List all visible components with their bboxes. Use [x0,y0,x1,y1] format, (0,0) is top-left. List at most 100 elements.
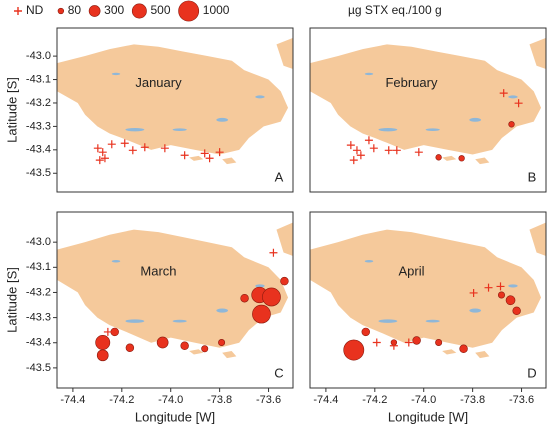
panel-frame [56,211,294,389]
legend-size-marker [88,5,101,17]
toxin-bubble [218,338,226,346]
nd-marker [93,144,102,153]
nd-marker [95,156,104,165]
nd-marker [200,149,209,158]
panel-letter: B [528,169,537,184]
y-axis-title: Latitude [S] [4,267,19,333]
y-tick-label: -43.0 [26,50,51,62]
y-tick-label: -43.3 [26,312,51,324]
map-panel [310,28,546,192]
nd-marker [100,154,109,163]
x-tick-label: -74.0 [158,394,183,406]
toxin-bubble [412,336,421,345]
y-tick-label: -43.0 [26,236,51,248]
x-tick-label: -74.2 [109,394,134,406]
nd-marker [384,146,393,155]
x-tick-label: -73.6 [256,394,281,406]
legend-label: 500 [151,3,171,17]
nd-marker [120,139,129,148]
toxin-bubble [361,327,370,337]
y-tick-label: -43.4 [26,144,51,156]
toxin-bubble [201,345,209,353]
nd-marker [389,341,398,350]
legend-label: 80 [68,3,82,17]
nd-marker [346,141,355,150]
x-tick-label: -73.6 [509,394,534,406]
panel-month: January [135,75,182,90]
toxin-bubble [180,341,189,350]
toxin-bubble [459,344,468,353]
nd-marker [160,144,169,153]
legend-size-marker [57,7,65,15]
map-panel [310,212,546,388]
x-axis-title: Longitude [W] [388,409,468,424]
nd-marker [352,146,361,155]
toxin-bubble [497,291,505,299]
toxin-bubble [435,154,442,161]
nd-marker [205,154,214,163]
toxin-bubble [508,121,515,128]
panel-month: March [140,263,176,278]
x-tick-label: -74.4 [60,394,85,406]
toxin-bubble [96,349,109,362]
legend-size-marker [131,3,147,19]
panel-frame [56,27,294,193]
y-tick-label: -43.4 [26,337,51,349]
map-panel [57,212,293,388]
toxin-bubble [435,338,443,346]
toxin-bubble [512,306,521,316]
toxin-bubble [505,295,516,306]
nd-marker [215,148,224,157]
map-panel [57,28,293,192]
toxin-bubble [252,304,271,324]
legend-nd-marker [14,7,22,15]
toxin-bubble [156,336,169,349]
nd-marker [128,146,137,155]
x-tick-label: -74.2 [362,394,387,406]
y-tick-label: -43.1 [26,73,51,85]
nd-marker [484,283,493,292]
y-tick-label: -43.2 [26,286,51,298]
panel-month: April [398,263,424,278]
legend-label: 300 [104,3,124,17]
x-axis-title: Longitude [W] [135,409,215,424]
toxin-bubble [110,327,119,337]
nd-marker [356,151,365,160]
panel-month: February [385,75,438,90]
y-tick-label: -43.5 [26,362,51,374]
nd-marker [269,248,278,257]
legend-label: ND [26,3,44,17]
nd-marker [180,151,189,160]
panel-frame [309,27,547,193]
x-tick-label: -74.0 [411,394,436,406]
y-axis-title: Latitude [S] [4,77,19,143]
toxin-bubble [95,335,111,350]
nd-marker [369,144,378,153]
toxin-bubble [240,294,249,303]
y-tick-label: -43.2 [26,97,51,109]
toxin-bubble [280,276,289,286]
toxin-bubble [458,155,465,162]
nd-marker [404,338,413,347]
toxin-bubble [262,287,281,307]
nd-marker [414,148,423,157]
nd-marker [107,140,116,149]
nd-marker [103,327,112,336]
panel-letter: D [527,365,536,380]
nd-marker [496,282,505,291]
panel-letter: C [274,365,283,380]
nd-marker [469,288,478,297]
nd-marker [372,338,381,347]
x-tick-label: -73.8 [207,394,232,406]
nd-marker [514,99,523,108]
x-tick-label: -73.8 [460,394,485,406]
legend-unit: µg STX eq./100 g [348,3,442,17]
legend-label: 1000 [203,3,230,17]
nd-marker [392,146,401,155]
nd-marker [499,89,508,98]
nd-marker [140,143,149,152]
nd-marker [364,136,373,145]
legend-size-marker [178,0,200,22]
y-tick-label: -43.3 [26,120,51,132]
